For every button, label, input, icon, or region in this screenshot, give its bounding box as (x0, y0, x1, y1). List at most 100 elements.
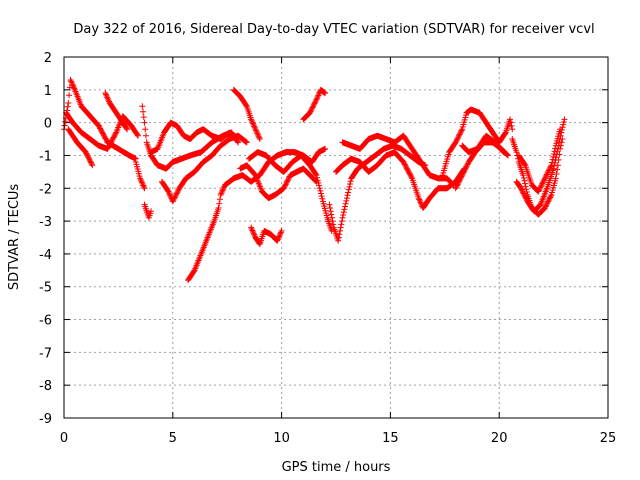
data-point (248, 117, 255, 124)
data-point (111, 133, 118, 140)
data-point (336, 231, 343, 238)
data-point (101, 134, 108, 141)
data-point (89, 162, 96, 169)
data-point (190, 268, 197, 275)
data-point (338, 218, 345, 225)
data-point (550, 153, 557, 160)
data-point (330, 221, 337, 228)
data-point (455, 178, 462, 185)
data-point (545, 167, 552, 174)
data-point (407, 172, 414, 179)
data-point (175, 187, 182, 194)
data-point (172, 193, 179, 200)
data-point (338, 221, 345, 228)
data-point (535, 188, 542, 195)
data-point (521, 161, 528, 168)
data-point (99, 130, 106, 137)
data-point (403, 164, 410, 171)
data-point (560, 121, 567, 128)
data-point (243, 138, 250, 145)
data-point (248, 224, 255, 231)
data-point (139, 181, 146, 188)
data-point (110, 134, 117, 141)
x-tick-label: 25 (600, 431, 617, 446)
data-point (343, 197, 350, 204)
data-point (167, 192, 174, 199)
y-tick-label: -9 (39, 412, 52, 427)
data-point (337, 224, 344, 231)
data-point (88, 160, 95, 167)
data-point (463, 162, 470, 169)
data-point (316, 185, 323, 192)
data-point (95, 122, 102, 129)
data-point (217, 191, 224, 198)
data-point (64, 103, 71, 110)
data-point (543, 202, 550, 209)
data-point (449, 180, 456, 187)
data-point (111, 132, 118, 139)
data-point (405, 169, 412, 176)
data-point (345, 189, 352, 196)
data-point (71, 85, 78, 92)
data-point (315, 180, 322, 187)
data-point (464, 161, 471, 168)
data-point (100, 131, 107, 138)
data-point (318, 193, 325, 200)
data-point (275, 234, 282, 241)
data-point (453, 182, 460, 189)
data-point (454, 181, 461, 188)
data-point (104, 95, 111, 102)
data-point (105, 97, 112, 104)
data-point (68, 79, 75, 86)
data-point (542, 203, 549, 210)
data-point (248, 116, 255, 123)
data-point (541, 176, 548, 183)
data-point (561, 116, 568, 123)
data-point (105, 144, 112, 151)
data-point (453, 138, 460, 145)
data-point (173, 191, 180, 198)
y-axis-label: SDTVAR / TECUs (7, 184, 22, 291)
y-tick-label: -7 (39, 346, 52, 361)
data-point (284, 178, 291, 185)
data-point (347, 178, 354, 185)
data-point (87, 158, 94, 165)
data-point (456, 131, 463, 138)
data-point (61, 122, 68, 129)
y-tick-label: -3 (39, 215, 52, 230)
data-point (277, 229, 284, 236)
data-point (542, 174, 549, 181)
data-point (139, 179, 146, 186)
data-point (310, 101, 317, 108)
data-point (343, 195, 350, 202)
grid (64, 57, 608, 418)
data-point (405, 167, 412, 174)
data-point (507, 119, 514, 126)
x-tick-label: 5 (169, 431, 177, 446)
data-point (549, 156, 556, 163)
data-point (284, 177, 291, 184)
data-point (547, 193, 554, 200)
data-point (250, 228, 257, 235)
data-point (141, 185, 148, 192)
data-point (457, 176, 464, 183)
data-point (546, 166, 553, 173)
data-point (83, 150, 90, 157)
data-point (256, 134, 263, 141)
data-point (308, 105, 315, 112)
data-point (166, 191, 173, 198)
data-point (539, 179, 546, 186)
x-tick-label: 15 (382, 431, 399, 446)
data-point (307, 108, 314, 115)
data-point (543, 172, 550, 179)
data-point (547, 163, 554, 170)
data-point (140, 182, 147, 189)
data-point (282, 182, 289, 189)
data-point (280, 185, 287, 192)
data-point (220, 186, 227, 193)
data-point (101, 133, 108, 140)
data-point (315, 92, 322, 99)
data-point (544, 170, 551, 177)
data-point (137, 175, 144, 182)
